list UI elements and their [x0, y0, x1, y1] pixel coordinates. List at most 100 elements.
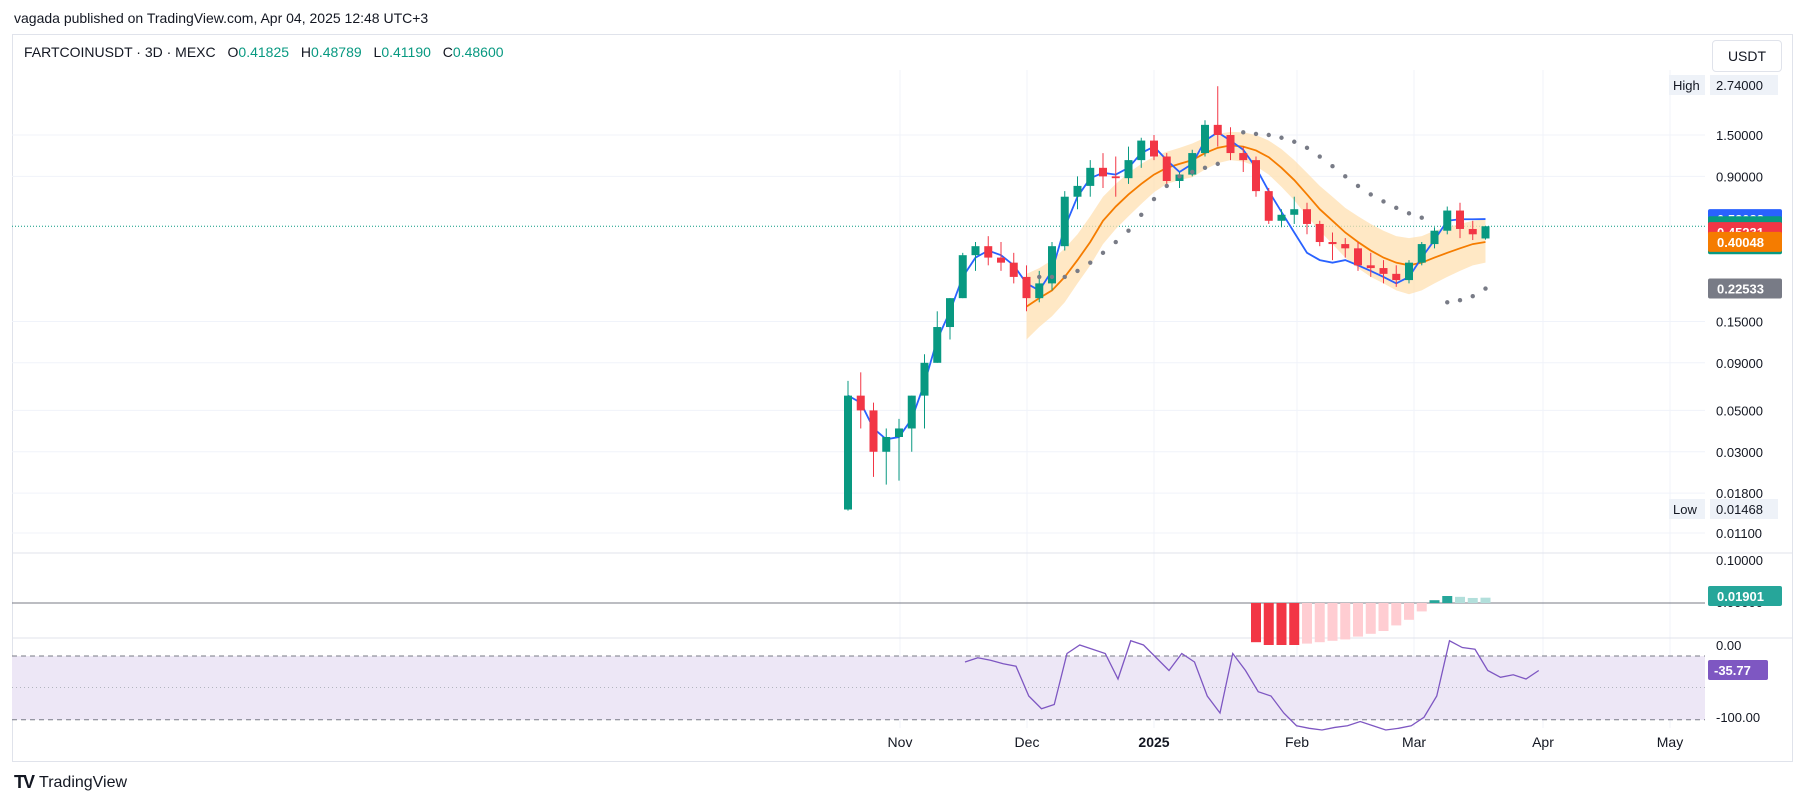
candle-body: [856, 395, 865, 411]
hist-bar: [1314, 603, 1325, 643]
psar-dot: [1253, 131, 1259, 137]
candle-body: [1303, 209, 1311, 224]
hist-bar: [1289, 603, 1300, 645]
psar-dot: [1202, 165, 1208, 171]
price-tick-label: 0.90000: [1716, 169, 1763, 184]
candle-body: [920, 362, 929, 396]
candle-body: [946, 298, 954, 328]
hist-bar: [1467, 597, 1478, 603]
candle-body: [1264, 191, 1273, 221]
osc-value-bg: [1708, 660, 1768, 680]
close-label: C: [442, 44, 453, 60]
symbol-legend: FARTCOINUSDT · 3D · MEXC O0.41825 H0.487…: [24, 44, 512, 60]
osc-tick-label: 0.00: [1716, 638, 1741, 653]
price-tick-label: 0.05000: [1716, 403, 1763, 418]
candle-body: [1392, 273, 1401, 281]
price-label-bg: [1708, 278, 1782, 299]
psar-dot: [1394, 205, 1399, 211]
psar-dot: [1164, 183, 1169, 189]
psar-dot: [1100, 250, 1106, 256]
time-tick-label: May: [1657, 734, 1683, 750]
tradingview-logo[interactable]: TV TradingView: [14, 772, 127, 793]
psar-dot: [1049, 274, 1055, 280]
candle-body: [1150, 140, 1158, 157]
candle-body: [1468, 228, 1477, 235]
candle-body: [1417, 244, 1426, 263]
osc-tick-label: -100.00: [1716, 710, 1760, 725]
price-tick-label: 1.50000: [1716, 128, 1763, 143]
candle-body: [1290, 209, 1299, 215]
psar-dot: [1483, 286, 1488, 291]
hist-value-label: 0.01901: [1717, 589, 1764, 604]
candle-body: [1086, 167, 1095, 186]
marker-value: 2.74000: [1716, 78, 1763, 93]
marker-label: High: [1673, 78, 1700, 93]
marker-label-bg: [1669, 75, 1705, 95]
close-value: 0.48600: [452, 44, 504, 60]
candle-body: [1481, 226, 1490, 239]
osc-value-label: -35.77: [1714, 663, 1751, 678]
psar-dot: [1343, 174, 1348, 179]
psar-dot: [1304, 145, 1310, 151]
candle-body: [1137, 140, 1146, 161]
candle-body: [895, 428, 903, 437]
candle-body: [1073, 185, 1082, 197]
candle-body: [1124, 160, 1133, 179]
hist-bar: [1378, 603, 1389, 631]
candle-body: [1162, 156, 1171, 181]
hist-bar: [1353, 603, 1363, 637]
psar-dot: [1126, 228, 1131, 233]
candle-body: [869, 410, 878, 452]
candle-body: [1048, 246, 1056, 284]
hist-bar: [1276, 603, 1287, 645]
hist-bar: [1442, 596, 1453, 603]
price-tick-label: 0.01100: [1716, 526, 1762, 541]
candle-body: [1341, 244, 1350, 249]
candle-body: [1430, 230, 1439, 245]
time-tick-label: Apr: [1532, 734, 1554, 750]
candle-body: [1443, 210, 1452, 231]
time-tick-label: 2025: [1138, 734, 1169, 750]
price-tick-label: 0.09000: [1716, 356, 1763, 371]
osc-band: [12, 656, 1705, 720]
psar-dot: [1419, 215, 1424, 220]
hist-bar: [1327, 603, 1338, 641]
psar-dot: [1266, 132, 1271, 138]
candle-body: [958, 255, 967, 299]
marker-value: 0.01468: [1716, 502, 1763, 517]
price-label-value: 0.22533: [1717, 281, 1764, 296]
open-value: 0.41825: [238, 44, 290, 60]
currency-button[interactable]: USDT: [1712, 40, 1782, 72]
price-tick-label: 0.15000: [1716, 314, 1763, 329]
candle-body: [1456, 210, 1464, 229]
psar-dot: [1151, 196, 1157, 202]
psar-dot: [1113, 239, 1118, 245]
candle-body: [984, 246, 993, 258]
hist-bar: [1404, 603, 1414, 620]
candle-body: [907, 395, 916, 429]
candle-body: [1009, 262, 1018, 277]
candle-body: [1239, 153, 1248, 161]
candle-body: [1379, 268, 1388, 274]
symbol-name[interactable]: FARTCOINUSDT · 3D · MEXC: [24, 44, 216, 60]
oscillator-line: [964, 639, 1540, 731]
psar-dot: [1381, 199, 1386, 204]
price-tick-label: 0.01800: [1716, 486, 1763, 501]
low-value: 0.41190: [381, 44, 431, 60]
psar-dot: [1457, 297, 1463, 303]
tradingview-logo-text: TradingView: [39, 773, 128, 791]
candle-body: [1366, 265, 1375, 269]
time-tick-label: Nov: [888, 734, 913, 750]
candle-body: [1315, 223, 1324, 243]
psar-dot: [1241, 130, 1246, 135]
candle-body: [882, 436, 891, 452]
hist-bar: [1365, 603, 1376, 634]
psar-dot: [1292, 139, 1297, 144]
psar-dot: [1215, 161, 1220, 167]
published-by-line: vagada published on TradingView.com, Apr…: [14, 10, 429, 26]
candle-body: [1252, 160, 1260, 192]
candle-body: [933, 327, 942, 363]
marker-value-bg: [1710, 75, 1778, 95]
candle-body: [1201, 124, 1209, 154]
